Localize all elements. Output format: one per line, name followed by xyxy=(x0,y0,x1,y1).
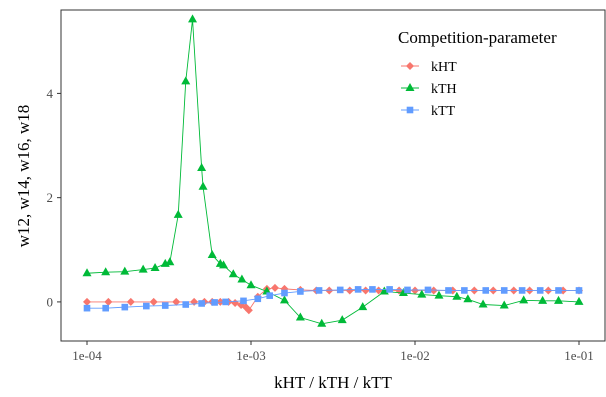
data-point-kTH xyxy=(398,288,408,297)
data-point-kTT xyxy=(297,288,304,295)
series-layer xyxy=(82,14,584,327)
data-point-kTH xyxy=(228,269,238,278)
data-point-kTT xyxy=(500,287,508,294)
data-point-kTT xyxy=(404,286,411,294)
data-point-kTH xyxy=(279,295,289,304)
y-tick-label: 4 xyxy=(47,86,54,101)
data-point-kTH xyxy=(101,267,111,276)
data-point-kTT xyxy=(315,287,323,294)
x-tick-label: 1e-04 xyxy=(72,348,102,363)
data-point-kTH xyxy=(207,249,217,258)
data-point-kHT xyxy=(83,297,91,306)
data-point-kTH xyxy=(538,295,548,304)
data-point-kTH xyxy=(246,280,256,289)
data-point-kTH xyxy=(478,299,488,308)
data-point-kTH xyxy=(165,257,175,266)
data-point-kTT xyxy=(575,287,583,294)
data-point-kTT xyxy=(336,286,344,294)
data-point-kTH xyxy=(219,260,229,269)
legend-keys: kHT kTH kTT xyxy=(401,60,457,119)
data-point-kTT xyxy=(518,287,526,294)
data-point-kHT xyxy=(270,283,279,292)
data-point-kTH xyxy=(554,295,564,304)
data-point-kTH xyxy=(188,14,198,23)
y-tick-label: 0 xyxy=(47,294,54,309)
data-point-kTT xyxy=(445,287,452,294)
data-point-kTT xyxy=(240,297,247,305)
legend: Competition-parameter kHT kTH kTT xyxy=(398,28,557,119)
data-point-kTH xyxy=(138,264,148,273)
legend-label: kHT xyxy=(431,60,457,75)
data-point-kHT xyxy=(244,306,253,315)
data-point-kTH xyxy=(358,302,368,311)
data-point-kTH xyxy=(317,318,327,327)
data-point-kTT xyxy=(161,302,169,309)
data-point-kHT xyxy=(411,286,419,295)
data-point-kTH xyxy=(181,76,191,85)
data-point-kHT xyxy=(345,286,354,295)
data-point-kTT xyxy=(536,287,544,294)
y-tick-label: 2 xyxy=(47,190,54,205)
legend-title: Competition-parameter xyxy=(398,28,557,47)
data-point-kTH xyxy=(173,209,183,218)
data-point-kTH xyxy=(499,300,509,309)
legend-marker xyxy=(406,106,414,114)
data-point-kTT xyxy=(121,303,129,311)
data-point-kTH xyxy=(82,268,92,277)
data-point-kTT xyxy=(102,304,109,312)
axis-layer: 1e-04 1e-03 1e-02 1e-01 0 2 4 xyxy=(47,86,594,363)
data-point-kTT xyxy=(369,286,376,293)
legend-label: kTH xyxy=(431,82,457,97)
data-point-kTH xyxy=(198,181,208,190)
data-point-kHT xyxy=(172,297,181,306)
data-point-kTT xyxy=(482,287,490,294)
x-axis-title: kHT / kTH / kTT xyxy=(274,373,392,392)
data-point-kTT xyxy=(281,289,288,297)
data-point-kTH xyxy=(337,315,347,324)
y-axis-title: w12, w14, w16, w18 xyxy=(14,105,33,248)
legend-marker xyxy=(405,83,415,91)
legend-marker xyxy=(406,62,414,70)
data-point-kTH xyxy=(417,289,427,298)
x-tick-label: 1e-03 xyxy=(236,348,266,363)
data-point-kTH xyxy=(574,296,584,305)
plot-panel xyxy=(60,9,606,342)
data-point-kTH xyxy=(452,291,462,300)
data-point-kTT xyxy=(555,287,562,294)
data-point-kTH xyxy=(463,294,473,303)
data-point-kTT xyxy=(266,292,273,299)
data-point-kTT xyxy=(424,286,432,294)
data-point-kTH xyxy=(150,263,160,272)
data-point-kHT xyxy=(126,297,135,306)
data-point-kTT xyxy=(461,287,468,294)
x-tick-label: 1e-02 xyxy=(400,348,430,363)
legend-item-kHT: kHT xyxy=(401,60,457,75)
data-point-kHT xyxy=(104,297,113,306)
data-point-kTT xyxy=(211,299,218,306)
data-point-kTT xyxy=(143,302,150,310)
legend-item-kTT: kTT xyxy=(401,104,456,119)
data-point-kTT xyxy=(254,295,262,303)
data-point-kTT xyxy=(198,300,205,307)
data-point-kTH xyxy=(519,295,529,304)
data-point-kTT xyxy=(83,304,91,312)
data-point-kTH xyxy=(120,266,130,275)
data-point-kHT xyxy=(149,297,158,306)
data-point-kTT xyxy=(182,301,190,308)
data-point-kTH xyxy=(434,290,444,299)
data-point-kTT xyxy=(354,286,362,293)
data-point-kTT xyxy=(222,298,229,306)
legend-label: kTT xyxy=(431,104,456,119)
series-kTT xyxy=(83,286,583,312)
legend-item-kTH: kTH xyxy=(401,82,457,97)
data-point-kHT xyxy=(374,286,383,295)
data-point-kTT xyxy=(386,286,393,293)
data-point-kTH xyxy=(237,274,247,283)
series-kTH xyxy=(82,14,584,327)
data-point-kTH xyxy=(197,162,207,171)
data-point-kTH xyxy=(295,312,305,321)
data-point-kHT xyxy=(361,286,370,295)
x-tick-label: 1e-01 xyxy=(564,348,594,363)
